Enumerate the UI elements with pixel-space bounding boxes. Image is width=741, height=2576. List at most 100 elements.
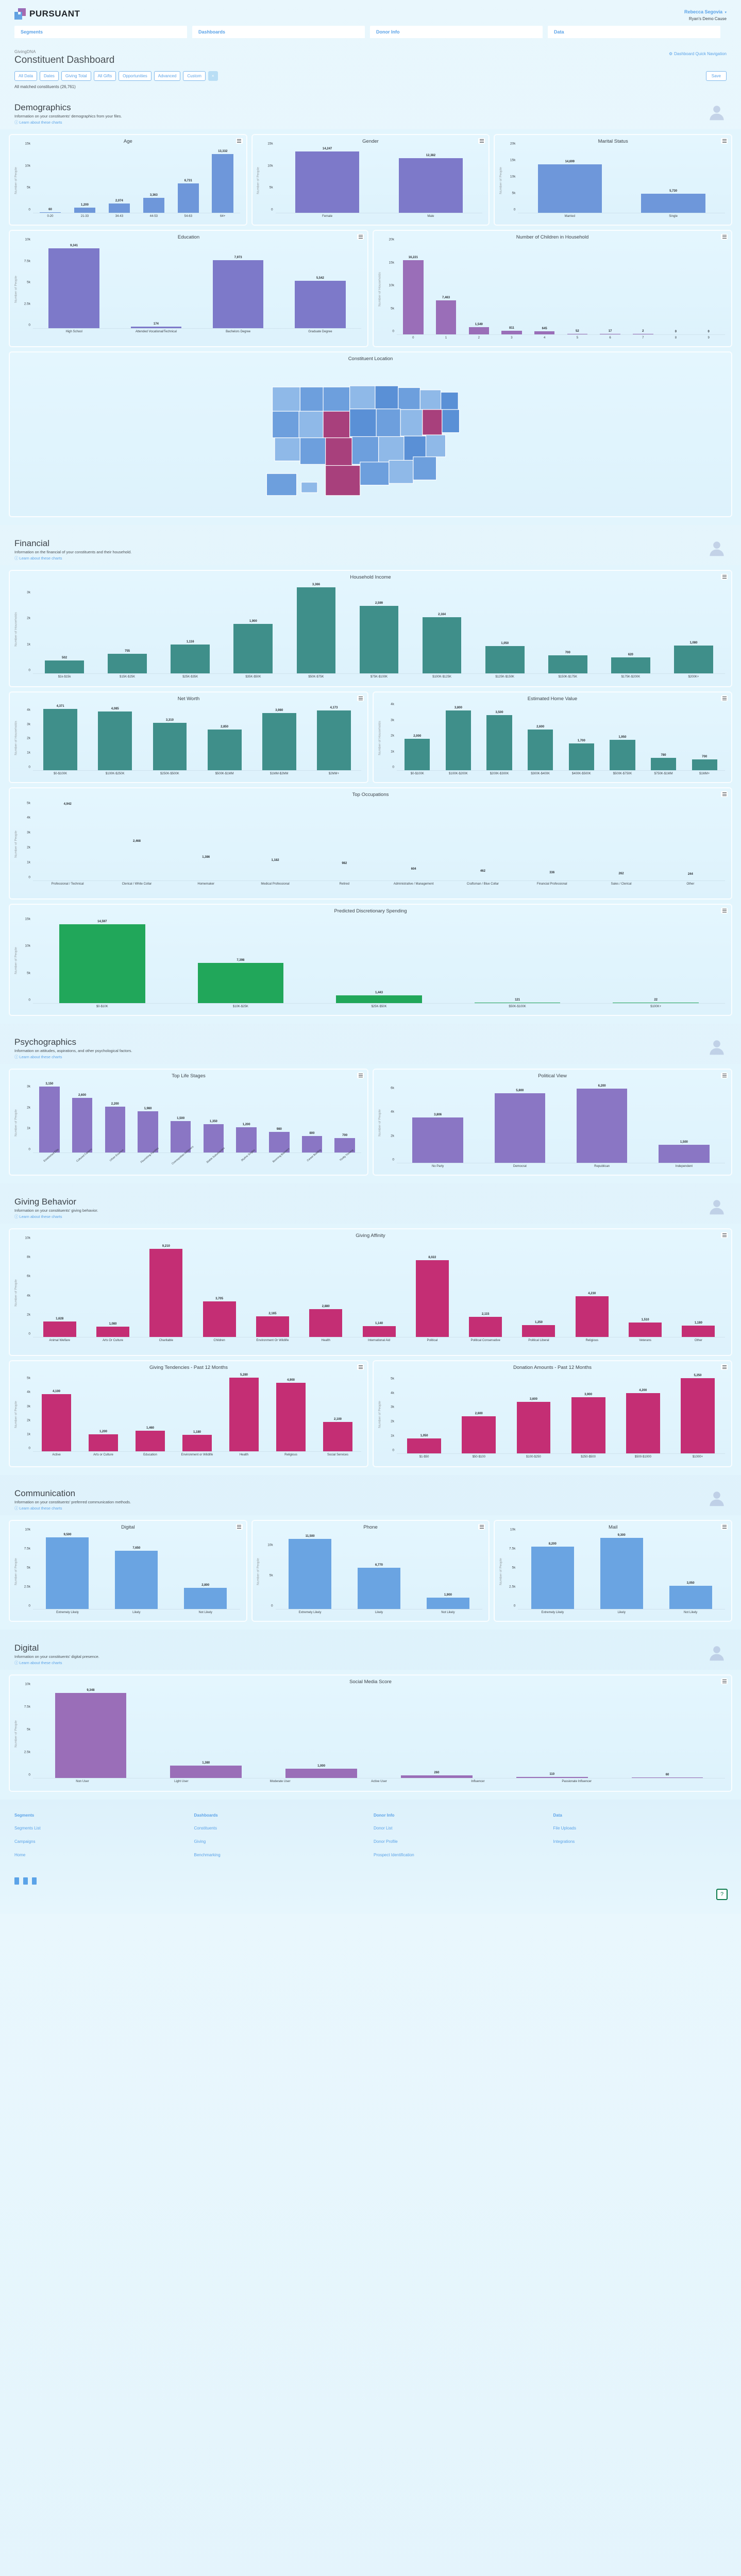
bar[interactable] (528, 729, 553, 770)
bar-column[interactable]: 3,705 (193, 1242, 246, 1337)
hamburger-menu-icon[interactable] (721, 1679, 728, 1684)
bar[interactable] (269, 1132, 290, 1153)
bar-column[interactable]: 9,210 (140, 1242, 193, 1337)
filter-all-gifts[interactable]: All Gifts (93, 71, 116, 81)
save-button[interactable]: Save (705, 71, 727, 81)
facebook-icon[interactable] (14, 1877, 19, 1885)
bar-column[interactable]: 0 (660, 243, 693, 334)
bar-column[interactable]: 5,280 (221, 1374, 267, 1451)
footer-link[interactable]: Home (14, 1853, 26, 1857)
bar-column[interactable]: 6,770 (345, 1533, 414, 1609)
bar-column[interactable]: 1,900 (222, 583, 284, 673)
bar[interactable] (600, 1538, 643, 1609)
bar[interactable] (236, 1127, 257, 1153)
hamburger-menu-icon[interactable] (721, 574, 728, 580)
bar[interactable] (611, 657, 650, 673)
bar-column[interactable]: 780 (643, 705, 684, 770)
hamburger-menu-icon[interactable] (357, 234, 364, 240)
help-question-icon[interactable]: ? (716, 1889, 728, 1900)
bar[interactable] (650, 758, 677, 770)
brand-logo[interactable]: PURSUANT (14, 8, 80, 20)
bar[interactable] (295, 151, 360, 213)
learn-about-charts-link[interactable]: ⓘ Learn about these charts (14, 1214, 62, 1219)
bar-column[interactable]: 1,182 (241, 801, 310, 880)
footer-link[interactable]: Giving (194, 1839, 206, 1844)
bar[interactable] (46, 807, 89, 880)
hamburger-menu-icon[interactable] (721, 908, 728, 913)
bar[interactable] (153, 722, 187, 770)
bar[interactable] (317, 710, 351, 770)
bar-column[interactable]: 17 (594, 243, 627, 334)
bar-column[interactable]: 5,542 (279, 243, 361, 328)
bar[interactable] (48, 248, 99, 328)
tab-data[interactable]: Data (548, 26, 720, 38)
filter-custom[interactable]: Custom (183, 71, 206, 81)
bar-column[interactable]: 260 (379, 1688, 494, 1778)
bar[interactable] (629, 1322, 662, 1337)
bar[interactable] (74, 207, 96, 213)
bar-column[interactable]: 9,300 (587, 1533, 656, 1609)
tab-dashboards[interactable]: Dashboards (192, 26, 365, 38)
bar-column[interactable]: 262 (586, 801, 655, 880)
bar-column[interactable]: 1,443 (310, 917, 448, 1003)
bar-column[interactable]: 22 (586, 917, 725, 1003)
hamburger-menu-icon[interactable] (721, 696, 728, 701)
bar[interactable] (184, 1587, 227, 1609)
bar-column[interactable]: 1,050 (397, 1374, 451, 1453)
bar[interactable] (43, 1321, 76, 1337)
bar[interactable] (485, 646, 525, 673)
learn-about-charts-link[interactable]: ⓘ Learn about these charts (14, 1055, 62, 1059)
bar[interactable] (568, 743, 594, 770)
bar-column[interactable]: 2,600 (451, 1374, 506, 1453)
bar-column[interactable]: 982 (310, 801, 379, 880)
bar[interactable] (171, 644, 210, 673)
bar[interactable] (184, 860, 227, 880)
bar[interactable] (296, 587, 336, 673)
bar-column[interactable]: 9,500 (33, 1533, 102, 1609)
bar[interactable] (170, 1765, 242, 1778)
bar-column[interactable]: 1,350 (197, 1082, 230, 1153)
bar-column[interactable]: 2,800 (171, 1533, 240, 1609)
bar-column[interactable]: 1,180 (672, 1242, 725, 1337)
filter-giving-total[interactable]: Giving Total (61, 71, 91, 81)
learn-about-charts-link[interactable]: ⓘ Learn about these charts (14, 1660, 62, 1665)
bar-column[interactable]: 3,366 (284, 583, 347, 673)
bar[interactable] (323, 1422, 352, 1451)
bar[interactable] (468, 327, 489, 334)
chevron-down-icon[interactable]: ▾ (725, 11, 727, 15)
bar[interactable] (659, 1145, 710, 1163)
bar[interactable] (39, 1087, 60, 1153)
bar[interactable] (403, 260, 424, 334)
footer-link[interactable]: Campaigns (14, 1839, 36, 1844)
bar-column[interactable]: 1,050 (474, 583, 536, 673)
bar-column[interactable]: 3,900 (561, 1374, 616, 1453)
bar-column[interactable]: 4,900 (267, 1374, 314, 1451)
filter-dates[interactable]: Dates (40, 71, 59, 81)
footer-link[interactable]: Segments List (14, 1826, 41, 1831)
bar-column[interactable]: 8,022 (406, 1242, 459, 1337)
bar[interactable] (203, 1124, 224, 1153)
bar[interactable] (301, 1136, 323, 1153)
bar-column[interactable]: 700 (536, 583, 599, 673)
bar-column[interactable]: 5,800 (479, 1082, 561, 1163)
bar-column[interactable]: 1,900 (413, 1533, 482, 1609)
hamburger-menu-icon[interactable] (721, 1524, 728, 1530)
bar[interactable] (98, 711, 132, 770)
bar[interactable] (641, 194, 705, 213)
clear-filters-icon[interactable]: × (208, 71, 218, 81)
bar-column[interactable]: 1,460 (127, 1374, 174, 1451)
bar-column[interactable]: 1,140 (352, 1242, 406, 1337)
bar-column[interactable]: 1,500 (643, 1082, 725, 1163)
bar-column[interactable]: 645 (528, 243, 561, 334)
bar[interactable] (59, 924, 145, 1003)
bar[interactable] (359, 606, 399, 673)
bar[interactable] (575, 1296, 609, 1337)
bar[interactable] (323, 866, 366, 880)
hamburger-menu-icon[interactable] (357, 1364, 364, 1370)
bar[interactable] (426, 1597, 469, 1609)
footer-link[interactable]: Benchmarking (194, 1853, 221, 1857)
bar-column[interactable]: 1,250 (512, 1242, 565, 1337)
bar-column[interactable]: 980 (263, 1082, 296, 1153)
bar-column[interactable]: 7,973 (197, 243, 279, 328)
bar[interactable] (136, 1431, 165, 1451)
